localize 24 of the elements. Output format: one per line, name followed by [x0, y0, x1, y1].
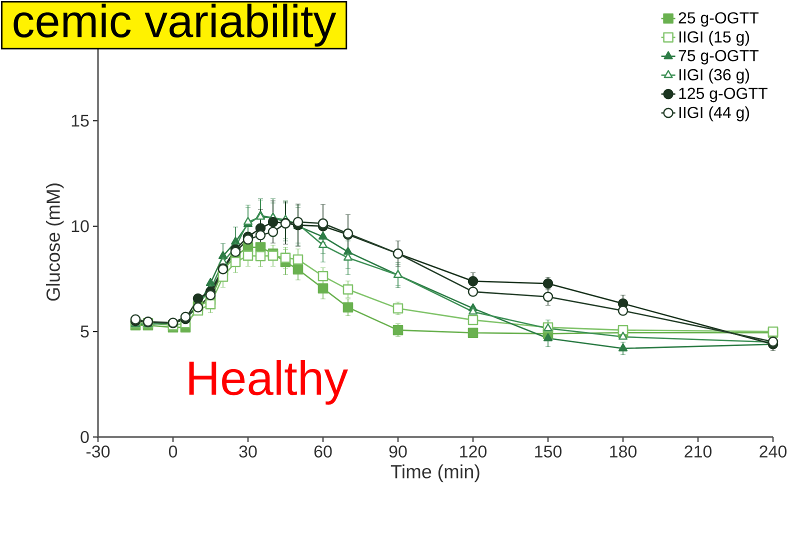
legend-label: IIGI (36 g) — [679, 68, 750, 84]
chart-title: cemic variability — [14, 4, 336, 47]
x-tick-label: 150 — [535, 446, 562, 458]
annotation: Healthy — [189, 360, 348, 405]
legend-label: IIGI (15 g) — [679, 30, 750, 46]
legend-label: 75 g-OGTT — [678, 50, 759, 64]
y-axis-title: Glucose (mM) — [46, 184, 64, 301]
x-tick-label: 30 — [239, 446, 257, 458]
x-tick-label: 180 — [610, 446, 637, 458]
x-tick-label: 60 — [314, 446, 332, 458]
y-tick-label: 5 — [80, 326, 89, 338]
x-tick-label: 210 — [684, 446, 712, 458]
x-tick-label: 120 — [460, 446, 487, 458]
y-tick-label: 10 — [72, 220, 89, 232]
y-tick-label: 0 — [80, 430, 89, 444]
x-axis-title: Time (min) — [390, 464, 480, 482]
legend-label: 25 g-OGTT — [678, 12, 759, 27]
y-tick-label: 15 — [72, 114, 89, 127]
x-tick-label: -30 — [86, 446, 110, 458]
x-tick-label: 90 — [389, 446, 407, 458]
x-tick-label: 240 — [760, 446, 787, 458]
legend-label: 125 g-OGTT — [679, 88, 768, 102]
legend-label: IIGI (44 g) — [679, 106, 750, 122]
x-tick-label: 0 — [168, 446, 178, 458]
